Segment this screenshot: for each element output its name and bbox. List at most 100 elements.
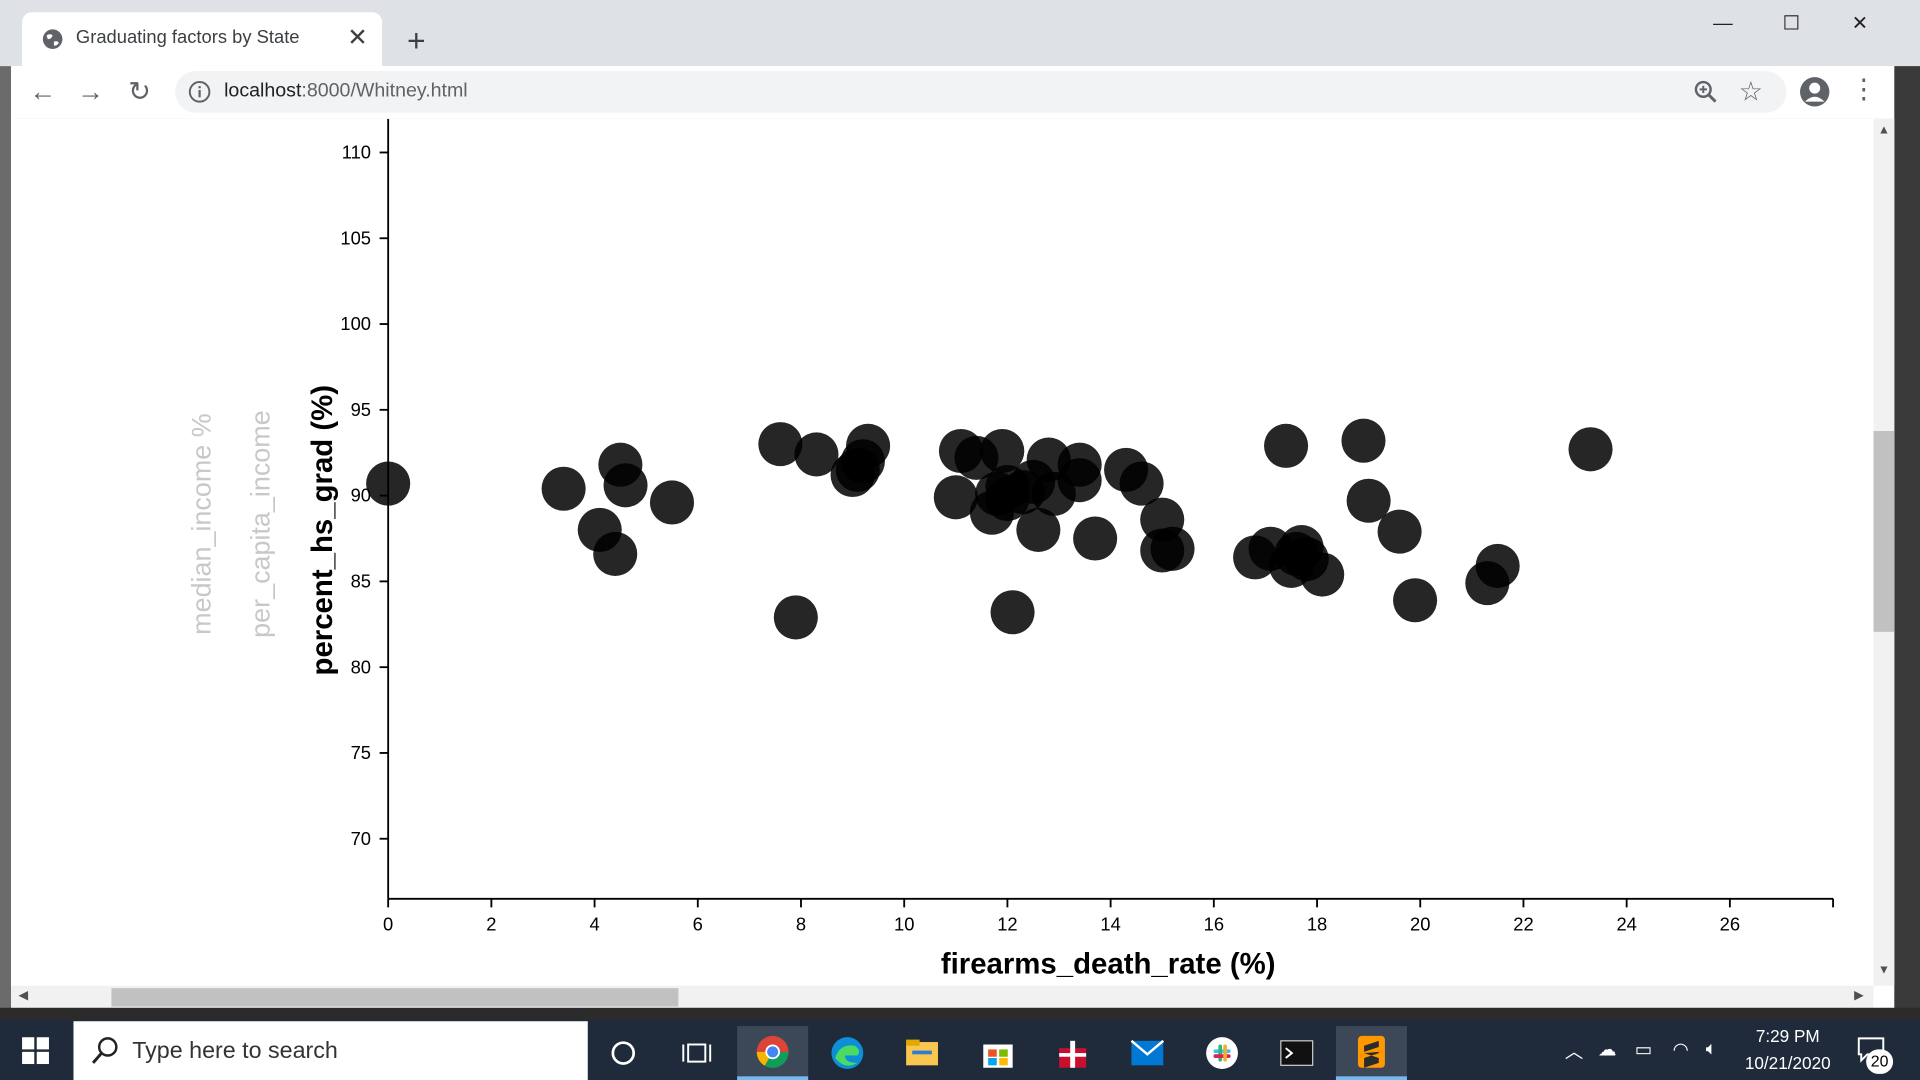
edge-app-icon[interactable]	[812, 1026, 883, 1080]
data-point[interactable]	[794, 432, 839, 477]
x-tick-label: 10	[894, 914, 914, 935]
x-axis: 0 2 4 6 8 10 12 14 16 18 20 22 24 26	[383, 897, 1834, 935]
page-content: median_income % per_capita_income 70 75 80…	[11, 118, 1874, 986]
scroll-left-arrow-icon[interactable]: ◀	[18, 989, 28, 1003]
info-icon[interactable]	[187, 80, 211, 104]
tray-chevron-up-icon[interactable]: ︿	[1564, 1042, 1584, 1063]
data-point[interactable]	[1057, 458, 1102, 503]
scatter-chart: median_income % per_capita_income 707580…	[187, 118, 1834, 980]
data-point[interactable]	[1264, 423, 1309, 468]
tab-title: Graduating factors by State	[75, 26, 300, 48]
x-tick-label: 22	[1513, 914, 1533, 935]
taskbar-edge	[0, 1007, 1920, 1021]
x-axis-label[interactable]: firearms_death_rate (%)	[941, 947, 1276, 980]
bookmark-star-icon[interactable]: ☆	[1738, 75, 1763, 107]
active-tab[interactable]	[22, 12, 383, 67]
clock-time[interactable]: 7:29 PM	[1755, 1026, 1820, 1046]
task-view-icon[interactable]	[661, 1026, 732, 1080]
data-point[interactable]	[1300, 552, 1345, 597]
battery-icon[interactable]: ▭	[1634, 1039, 1653, 1061]
minimize-button[interactable]: —	[1713, 13, 1733, 35]
notification-count-badge: 20	[1866, 1049, 1894, 1074]
x-tick-label: 2	[486, 914, 496, 935]
y-tick-label: 80	[351, 656, 371, 677]
chrome-app-icon[interactable]	[737, 1026, 809, 1080]
vertical-scroll-thumb[interactable]	[1873, 431, 1895, 632]
mail-app-icon[interactable]	[1112, 1026, 1183, 1080]
search-icon	[91, 1037, 118, 1064]
data-point[interactable]	[1377, 509, 1422, 554]
new-tab-button[interactable]: +	[407, 22, 426, 59]
y-label-median-income[interactable]: median_income %	[187, 413, 217, 634]
gift-app-icon[interactable]	[1037, 1026, 1108, 1080]
url-text[interactable]: localhost:8000/Whitney.html	[224, 81, 468, 103]
search-placeholder[interactable]: Type here to search	[132, 1038, 338, 1065]
slack-app-icon[interactable]	[1187, 1026, 1258, 1080]
x-tick-label: 6	[693, 914, 703, 935]
data-point[interactable]	[1016, 507, 1061, 552]
data-point[interactable]	[846, 423, 891, 468]
y-tick-label: 100	[340, 313, 371, 334]
data-point[interactable]	[980, 428, 1025, 474]
y-tick-label: 70	[351, 828, 371, 849]
clock-date[interactable]: 10/21/2020	[1744, 1053, 1831, 1073]
data-point[interactable]	[1475, 543, 1520, 588]
x-tick-label: 8	[796, 914, 806, 935]
data-point[interactable]	[933, 475, 978, 520]
data-point[interactable]	[773, 595, 818, 640]
data-points	[366, 418, 1613, 640]
close-window-button[interactable]: ✕	[1851, 13, 1869, 35]
data-point[interactable]	[649, 480, 695, 525]
kebab-menu-icon[interactable]: ⋮	[1850, 73, 1878, 105]
x-tick-label: 16	[1204, 914, 1224, 935]
y-axis-label[interactable]: percent_hs_grad (%)	[306, 385, 339, 676]
data-point[interactable]	[603, 463, 648, 508]
x-tick-label: 0	[383, 914, 393, 935]
data-point[interactable]	[1393, 578, 1438, 623]
url-host: localhost	[224, 80, 302, 102]
data-point[interactable]	[593, 531, 638, 576]
url-path: :8000/Whitney.html	[301, 80, 468, 102]
y-label-per-capita-income[interactable]: per_capita_income	[245, 410, 275, 637]
scroll-up-arrow-icon[interactable]: ▲	[1877, 123, 1890, 138]
forward-arrow-icon[interactable]: →	[77, 75, 105, 107]
address-bar[interactable]	[175, 71, 1787, 113]
onedrive-icon[interactable]: ☁	[1597, 1039, 1617, 1061]
terminal-app-icon[interactable]	[1261, 1026, 1332, 1080]
store-app-icon[interactable]	[962, 1026, 1033, 1080]
data-point[interactable]	[1341, 418, 1386, 463]
data-point[interactable]	[541, 466, 586, 511]
x-tick-label: 14	[1100, 914, 1120, 935]
window-edge-right	[1894, 66, 1920, 1009]
data-point[interactable]	[990, 590, 1035, 635]
action-center-icon[interactable]	[1856, 1036, 1885, 1063]
y-tick-label: 90	[351, 485, 371, 506]
data-point[interactable]	[1568, 427, 1613, 472]
file-explorer-icon[interactable]	[887, 1026, 958, 1080]
cortana-icon[interactable]	[588, 1026, 659, 1080]
volume-icon[interactable]: 🔈︎	[1705, 1038, 1717, 1060]
scroll-right-arrow-icon[interactable]: ▶	[1854, 989, 1864, 1003]
sublime-text-app-icon[interactable]	[1335, 1026, 1407, 1080]
y-tick-label: 110	[342, 142, 371, 163]
y-tick-label: 75	[351, 742, 371, 763]
tab-close-icon[interactable]: ✕	[347, 24, 368, 52]
data-point[interactable]	[1119, 461, 1164, 506]
scroll-down-arrow-icon[interactable]: ▼	[1877, 963, 1890, 978]
reload-icon[interactable]: ↻	[128, 75, 151, 107]
back-arrow-icon[interactable]: ←	[29, 75, 57, 107]
data-point[interactable]	[1150, 526, 1195, 571]
maximize-button[interactable]: ☐	[1782, 13, 1801, 35]
data-point[interactable]	[1073, 516, 1118, 561]
wifi-icon[interactable]: ◠	[1672, 1039, 1689, 1061]
horizontal-scroll-thumb[interactable]	[111, 988, 679, 1007]
data-point[interactable]	[1346, 478, 1391, 523]
data-point[interactable]	[366, 461, 411, 506]
windows-start-icon[interactable]	[22, 1037, 49, 1065]
data-point[interactable]	[758, 422, 803, 467]
x-tick-label: 24	[1616, 914, 1636, 935]
profile-avatar-icon[interactable]	[1799, 76, 1831, 108]
taskbar-search-box[interactable]	[73, 1021, 588, 1080]
zoom-icon[interactable]	[1692, 78, 1719, 105]
y-axis: 70 75 80 85 90 95 100 105 110	[340, 118, 390, 899]
